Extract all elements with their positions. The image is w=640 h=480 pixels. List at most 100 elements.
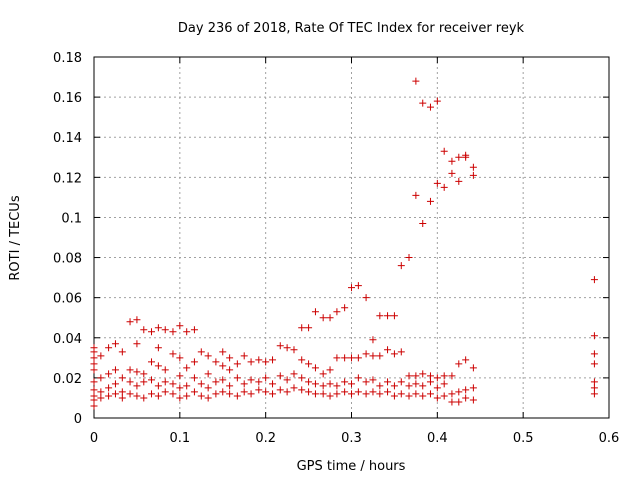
data-point (362, 390, 370, 398)
data-point (405, 392, 413, 400)
y-tick-labels: 0 0.02 0.04 0.06 0.08 0.1 0.12 0.14 0.16 0.18 (53, 51, 82, 427)
data-point (190, 326, 198, 334)
data-point (362, 378, 370, 386)
data-point (376, 312, 384, 320)
data-point (118, 374, 126, 382)
data-point (412, 390, 420, 398)
data-point (283, 344, 291, 352)
data-point (590, 384, 598, 392)
data-point (255, 356, 263, 364)
data-point (412, 77, 420, 85)
data-point (426, 103, 434, 111)
data-point (111, 340, 119, 348)
data-point (148, 328, 156, 336)
data-point (283, 388, 291, 396)
data-point (190, 388, 198, 396)
data-point (319, 314, 327, 322)
data-point (397, 348, 405, 356)
x-tick-label: 0.2 (255, 431, 276, 446)
data-point (433, 394, 441, 402)
data-point (154, 382, 162, 390)
data-point (255, 386, 263, 394)
data-point (326, 366, 334, 374)
data-point (462, 356, 470, 364)
data-point (133, 392, 141, 400)
y-tick-label: 0.04 (53, 332, 82, 347)
data-point (405, 254, 413, 262)
data-point (148, 376, 156, 384)
data-point (397, 262, 405, 270)
data-point (369, 376, 377, 384)
data-point (154, 344, 162, 352)
x-axis-label: GPS time / hours (297, 459, 406, 474)
data-point (590, 390, 598, 398)
data-point (90, 392, 98, 400)
data-point (426, 378, 434, 386)
data-point (326, 380, 334, 388)
data-point (90, 378, 98, 386)
data-point (226, 390, 234, 398)
data-point (390, 382, 398, 390)
data-point (412, 191, 420, 199)
data-point (419, 219, 427, 227)
data-point (219, 362, 227, 370)
data-point (455, 360, 463, 368)
data-point (126, 318, 134, 326)
data-point (169, 328, 177, 336)
data-point (362, 350, 370, 358)
data-point (111, 366, 119, 374)
y-tick-label: 0.12 (53, 171, 82, 186)
data-point (290, 384, 298, 392)
data-point (118, 348, 126, 356)
data-point (426, 197, 434, 205)
data-point (161, 388, 169, 396)
data-point (319, 390, 327, 398)
data-point (290, 346, 298, 354)
data-point (262, 358, 270, 366)
x-tick-label: 0.5 (513, 431, 534, 446)
y-tick-label: 0.08 (53, 252, 82, 267)
data-point (405, 372, 413, 380)
y-tick-label: 0.02 (53, 372, 82, 387)
data-point (247, 376, 255, 384)
data-point (311, 380, 319, 388)
y-tick-label: 0.14 (53, 131, 82, 146)
data-point (111, 380, 119, 388)
data-point (354, 282, 362, 290)
data-point (190, 358, 198, 366)
data-point (462, 394, 470, 402)
x-tick-label: 0.1 (169, 431, 190, 446)
data-point (240, 352, 248, 360)
data-point (419, 370, 427, 378)
data-point (311, 364, 319, 372)
data-point (305, 360, 313, 368)
data-point (419, 392, 427, 400)
data-point (590, 350, 598, 358)
data-point (369, 388, 377, 396)
data-point (319, 382, 327, 390)
y-tick-label: 0.06 (53, 292, 82, 307)
data-point (469, 396, 477, 404)
data-point (462, 153, 470, 161)
data-point (448, 390, 456, 398)
data-point (97, 374, 105, 382)
data-point (469, 171, 477, 179)
data-point (226, 382, 234, 390)
y-tick-label: 0 (74, 412, 82, 427)
data-point (183, 364, 191, 372)
data-point (448, 398, 456, 406)
data-point (412, 380, 420, 388)
data-point (433, 179, 441, 187)
data-point (276, 386, 284, 394)
data-point (298, 374, 306, 382)
data-point (111, 390, 119, 398)
data-point (305, 324, 313, 332)
data-point (348, 390, 355, 398)
data-point (247, 390, 255, 398)
y-tick-label: 0.18 (53, 51, 82, 66)
data-point (105, 370, 113, 378)
data-point (440, 147, 448, 155)
data-point (219, 388, 227, 396)
data-point (183, 392, 191, 400)
